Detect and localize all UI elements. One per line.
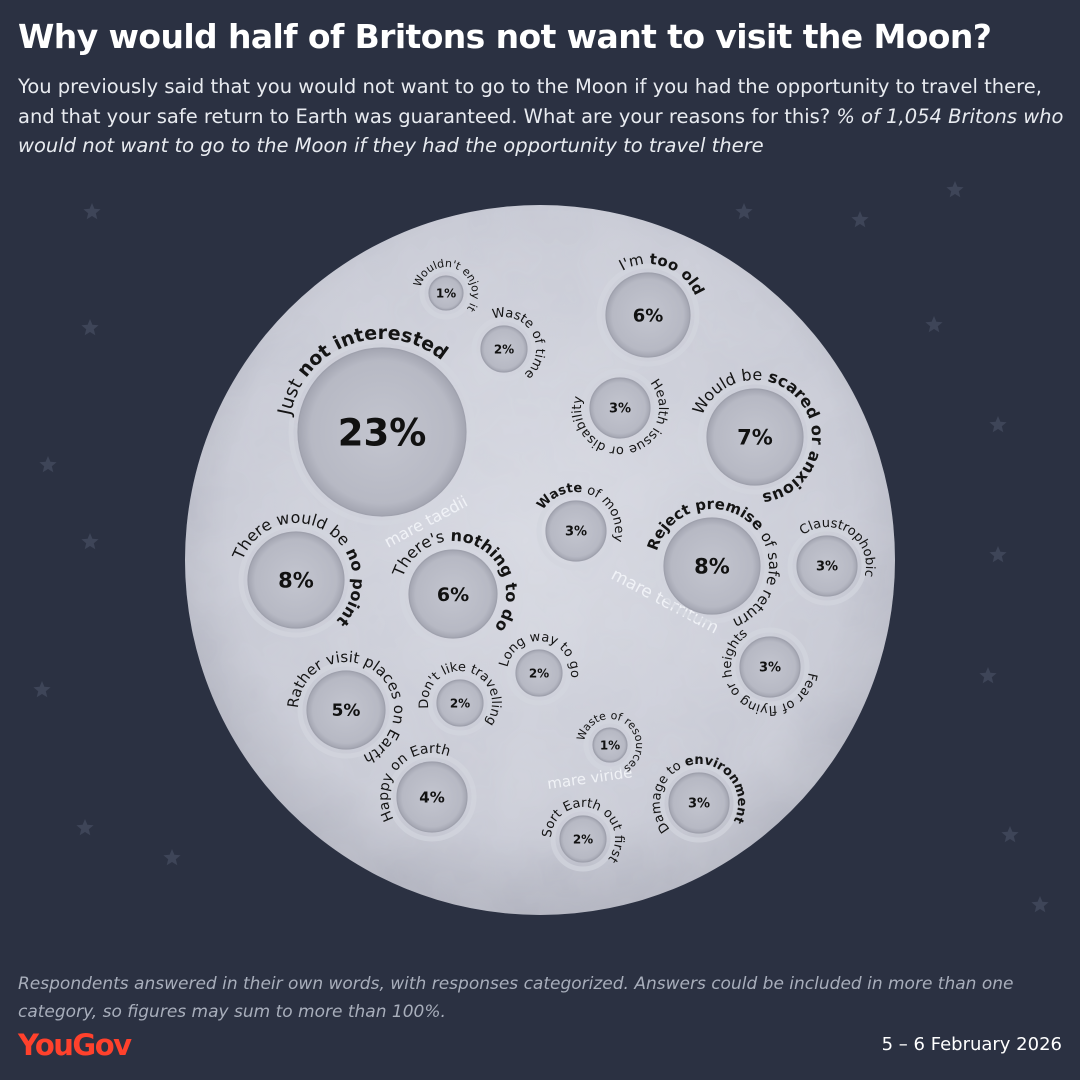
value-label: 8% (278, 569, 314, 593)
subtitle-base: % of 1,054 Britons who would not want to… (18, 104, 1064, 158)
value-label: 3% (609, 402, 631, 417)
crater-rim (297, 661, 395, 759)
value-label: 2% (494, 342, 514, 356)
crater (739, 636, 801, 698)
value-label: 8% (694, 555, 730, 579)
star-icon (946, 181, 964, 198)
bubble-claustrophobic: 3%Claustrophobic (787, 516, 877, 606)
crater-rim (471, 316, 537, 382)
crater (592, 727, 628, 763)
crater-rim (399, 540, 507, 648)
crater-rim (536, 491, 616, 571)
crater (605, 272, 691, 358)
value-label: 3% (688, 797, 710, 812)
crater-rim (387, 752, 477, 842)
crater (306, 670, 386, 750)
crater (706, 388, 804, 486)
yougov-logo: YouGov (18, 1028, 132, 1062)
value-label: 4% (419, 788, 444, 806)
value-label: 23% (338, 411, 427, 454)
page-title: Why would half of Britons not want to vi… (18, 17, 992, 56)
subtitle-question: You previously said that you would not w… (18, 75, 1042, 128)
page-subtitle: You previously said that you would not w… (18, 72, 1068, 161)
star-icon (81, 319, 99, 336)
crater-rim (596, 263, 700, 367)
fieldwork-date: 5 – 6 February 2026 (881, 1034, 1062, 1055)
star-icon (33, 681, 51, 698)
star-icon (1031, 896, 1049, 913)
crater (589, 377, 651, 439)
crater (297, 347, 467, 517)
crater-rim (238, 522, 354, 638)
crater (436, 679, 484, 727)
crater (247, 531, 345, 629)
star-icon (989, 546, 1007, 563)
value-label: 3% (816, 560, 838, 575)
crater-rim (419, 266, 473, 320)
bubble-don-t-like-travelling: 2%Don't like travelling (417, 660, 503, 736)
crater-rim (787, 526, 867, 606)
value-label: 2% (573, 832, 593, 846)
crater (480, 325, 528, 373)
crater-rim (654, 508, 770, 624)
value-label: 1% (600, 738, 620, 752)
crater-rim (506, 640, 572, 706)
value-label: 3% (565, 525, 587, 540)
star-icon (979, 667, 997, 684)
star-icon (989, 416, 1007, 433)
bubble-long-way-to-go: 2%Long way to go (497, 630, 582, 706)
crater-rim (697, 379, 813, 495)
star-icon (76, 819, 94, 836)
value-label: 3% (759, 661, 781, 676)
bubble-health-issue-or-disability: 3%Health issue or disability (570, 368, 670, 458)
crater (663, 517, 761, 615)
crater (796, 535, 858, 597)
star-icon (1001, 826, 1019, 843)
bubble-reject-premise-of-safe-return: 8%Reject premise of safe return (644, 495, 784, 632)
footnote: Respondents answered in their own words,… (18, 974, 1014, 1022)
crater (428, 275, 464, 311)
star-icon (925, 316, 943, 333)
crater (559, 815, 607, 863)
crater (408, 549, 498, 639)
star-icon (39, 456, 57, 473)
crater-rim (659, 763, 739, 843)
bubble-sort-earth-out-first: 2%Sort Earth out first (540, 796, 626, 872)
crater-rim (288, 338, 476, 526)
crater (515, 649, 563, 697)
value-label: 7% (737, 426, 773, 450)
crater (545, 500, 607, 562)
crater (668, 772, 730, 834)
crater-rim (730, 627, 810, 707)
value-label: 2% (450, 696, 470, 710)
bubble-i-m-too-old: 6%I'm too old (596, 250, 708, 367)
crater-rim (583, 718, 637, 772)
star-icon (83, 203, 101, 220)
star-icon (81, 533, 99, 550)
star-icon (735, 203, 753, 220)
value-label: 6% (633, 305, 664, 326)
star-icon (851, 211, 869, 228)
value-label: 1% (436, 286, 456, 300)
value-label: 5% (332, 701, 361, 721)
bubble-waste-of-resources: 1%Waste of resources (574, 709, 646, 776)
crater-rim (580, 368, 660, 448)
value-label: 2% (529, 666, 549, 680)
crater-rim (427, 670, 493, 736)
star-icon (163, 849, 181, 866)
crater (396, 761, 468, 833)
crater-rim (550, 806, 616, 872)
value-label: 6% (437, 584, 469, 606)
